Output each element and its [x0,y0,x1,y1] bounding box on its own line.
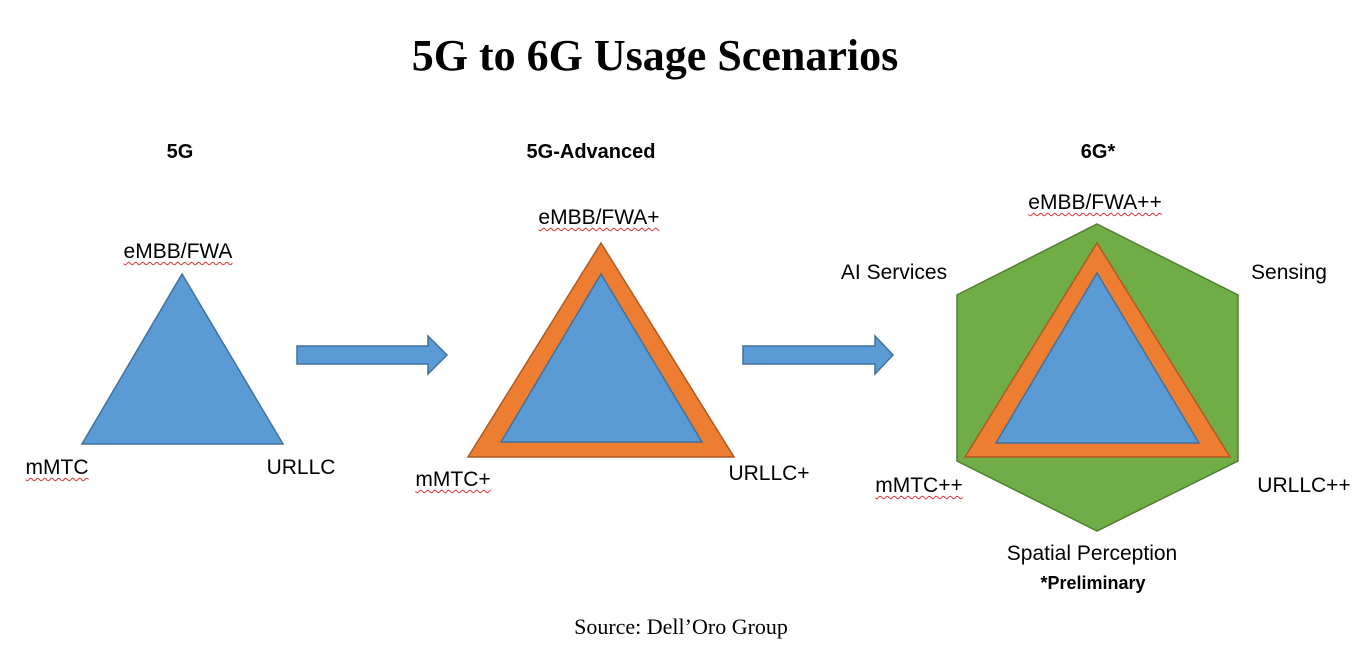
label-spatial-perception: Spatial Perception [1006,542,1178,565]
label-mmtc-plus: mMTC+ [415,468,490,492]
label-text: eMBB/FWA+ [538,206,660,229]
source-caption: Source: Dell’Oro Group [574,614,788,639]
label-mmtc-plusplus: mMTC++ [875,474,963,498]
label-embb-fwa-plus: eMBB/FWA+ [538,206,659,230]
label-text: mMTC [25,456,89,479]
label-mmtc: mMTC [26,456,89,480]
label-urllc-plusplus: URLLC++ [1257,474,1351,497]
arrow-5g-advanced-to-6g [742,334,895,376]
heading-5g-advanced: 5G-Advanced [526,141,656,163]
label-text: eMBB/FWA [123,240,233,263]
arrow-5g-to-5g-advanced [296,334,449,376]
label-ai-services: AI Services [840,261,948,284]
6g-blue-triangle [994,271,1201,444]
page-title: 5G to 6G Usage Scenarios [411,31,899,80]
label-urllc-plus: URLLC+ [728,462,810,485]
label-text: mMTC+ [415,468,491,491]
label-embb-fwa: eMBB/FWA [124,240,233,264]
5g-triangle [80,272,285,445]
label-text: eMBB/FWA++ [1028,191,1162,214]
preliminary-note: *Preliminary [1040,573,1146,593]
label-text: mMTC++ [875,474,963,497]
5g-advanced-inner-triangle [499,272,704,443]
label-urllc: URLLC [266,456,336,479]
label-sensing: Sensing [1251,261,1327,284]
heading-6g: 6G* [1080,141,1116,163]
label-embb-fwa-plusplus: eMBB/FWA++ [1028,191,1161,215]
heading-5g: 5G [166,141,194,163]
